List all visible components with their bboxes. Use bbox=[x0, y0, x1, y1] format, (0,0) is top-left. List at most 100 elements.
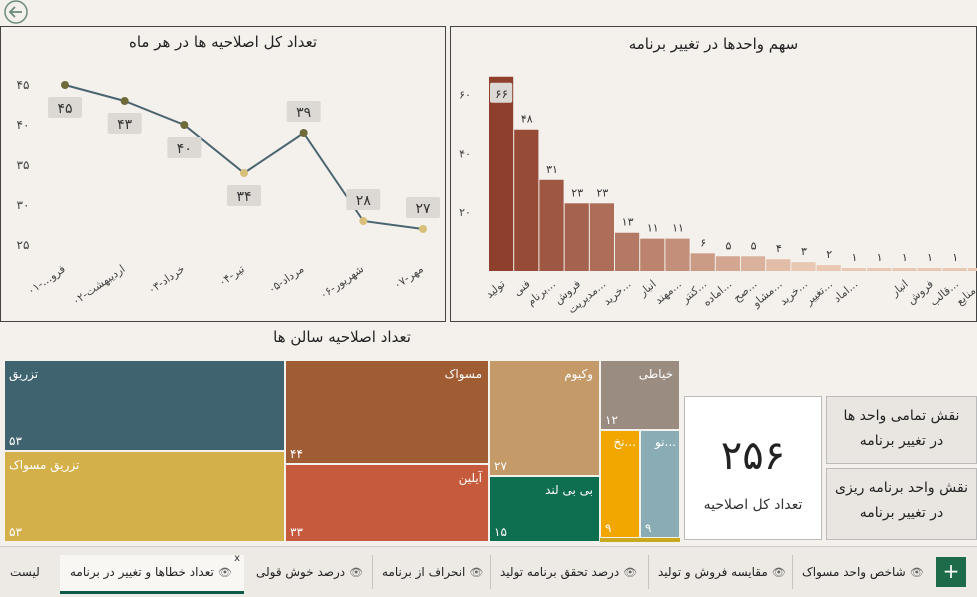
x-tick-label: خرید... bbox=[777, 277, 810, 308]
close-tab-icon[interactable]: x bbox=[234, 553, 240, 564]
treemap-tile[interactable]: تزریق مسواک ۵۳ bbox=[4, 451, 285, 542]
data-label: ۶ bbox=[700, 236, 706, 249]
tab-punctuality[interactable]: 👁درصد خوش قولی bbox=[256, 559, 363, 585]
data-label: ۲۳ bbox=[571, 186, 583, 199]
data-point bbox=[180, 121, 189, 129]
data-label-bg bbox=[406, 197, 440, 218]
tab-production-plan-realization[interactable]: 👁درصد تحقق برنامه تولید bbox=[500, 559, 637, 585]
data-label: ۴۵ bbox=[57, 101, 72, 117]
data-label-bg bbox=[167, 137, 202, 158]
tab-label: درصد خوش قولی bbox=[256, 565, 346, 579]
data-point bbox=[299, 129, 308, 137]
planning-unit-role-line2: در تغییر برنامه bbox=[859, 505, 944, 521]
data-label: ۶۶ bbox=[495, 87, 508, 101]
tab-toothbrush-index[interactable]: 👁شاخص واحد مسواک bbox=[802, 559, 924, 585]
bar bbox=[640, 238, 665, 271]
planning-unit-role-button[interactable]: نقش واحد برنامه ریزی در تغییر برنامه bbox=[826, 468, 977, 540]
hidden-eye-icon: 👁 bbox=[771, 566, 786, 579]
x-tick-label: تغییر... bbox=[802, 277, 835, 308]
bar bbox=[791, 262, 816, 271]
data-point bbox=[419, 225, 427, 233]
treemap-tile-value: ۵۳ bbox=[9, 525, 22, 539]
data-label-bg bbox=[490, 82, 513, 103]
tab-errors-plan-changes[interactable]: 👁تعداد خطاها و تغییر در برنامه x bbox=[60, 553, 244, 594]
tab-label: لیست bbox=[10, 565, 40, 579]
bar bbox=[665, 238, 690, 271]
data-label-bg bbox=[107, 113, 142, 134]
bar bbox=[514, 129, 539, 271]
y-tick-label: ۴۰ bbox=[459, 147, 471, 160]
data-label: ۱۱ bbox=[672, 222, 684, 235]
data-point bbox=[61, 81, 69, 89]
bar-chart-panel: سهم واحدها در تغییر برنامه ۲۰ ۴۰ ۶۰ ۶۶ تولید… bbox=[450, 26, 977, 322]
x-tick-label: مهر-۰۷ bbox=[391, 262, 425, 292]
y-tick-label: ۴۵ bbox=[17, 78, 30, 92]
treemap-tile[interactable]: نو... ۹ bbox=[640, 430, 680, 538]
y-tick-label: ۳۰ bbox=[17, 198, 30, 212]
page-tab-bar: + 👁شاخص واحد مسواک 👁مقایسه فروش و تولید … bbox=[0, 546, 977, 597]
x-tick-label: فرو...-۰۱ bbox=[25, 262, 68, 297]
back-button[interactable] bbox=[2, 0, 30, 26]
line-chart-title: تعداد کل اصلاحیه ها در هر ماه bbox=[129, 33, 317, 51]
treemap-small-strip bbox=[600, 538, 680, 542]
data-label-bg bbox=[48, 97, 82, 118]
data-label: ۲۸ bbox=[356, 193, 372, 209]
x-tick-label: قالب... bbox=[927, 277, 961, 308]
hidden-eye-icon: 👁 bbox=[909, 566, 924, 579]
bar bbox=[766, 259, 791, 271]
tab-label: شاخص واحد مسواک bbox=[802, 565, 906, 579]
treemap-tile[interactable]: تزریق ۵۳ bbox=[4, 360, 285, 451]
x-tick-label: اماد... bbox=[831, 277, 861, 305]
treemap-tile-label: خیاطی bbox=[638, 367, 673, 381]
treemap-tile-value: ۹ bbox=[605, 521, 612, 535]
all-units-role-line1: نقش تمامی واحد ها bbox=[843, 408, 960, 424]
data-label: ۵ bbox=[751, 239, 757, 252]
x-tick-label: مهند... bbox=[652, 277, 684, 307]
data-label-bg bbox=[286, 101, 321, 122]
treemap: تزریق ۵۳ تزریق مسواک ۵۳ مسواک ۴۴ آیلین ۳۳ وکیوم ۲… bbox=[4, 360, 680, 542]
tab-label: تعداد خطاها و تغییر در برنامه bbox=[70, 565, 214, 579]
bar bbox=[917, 268, 942, 271]
data-label: ۱۳ bbox=[622, 216, 634, 229]
treemap-tile[interactable]: خیاطی ۱۲ bbox=[600, 360, 680, 430]
line-chart-panel: تعداد کل اصلاحیه ها در هر ماه ۲۵ ۳۰ ۳۵ ۴۰ ۴۵… bbox=[0, 26, 446, 322]
data-point bbox=[359, 217, 368, 225]
treemap-tile[interactable]: آیلین ۳۳ bbox=[285, 464, 489, 542]
treemap-title: تعداد اصلاحیه سالن ها bbox=[273, 328, 411, 346]
data-label: ۴۰ bbox=[177, 141, 192, 157]
planning-unit-role-line1: نقش واحد برنامه ریزی bbox=[835, 480, 968, 496]
x-tick-label: مرداد-۰۵ bbox=[266, 262, 307, 296]
tab-list[interactable]: لیست bbox=[10, 559, 40, 585]
y-tick-label: ۶۰ bbox=[459, 88, 471, 101]
all-units-role-button[interactable]: نقش تمامی واحد ها در تغییر برنامه bbox=[826, 396, 977, 464]
bar-chart-title: سهم واحدها در تغییر برنامه bbox=[628, 35, 799, 53]
treemap-tile-value: ۵۳ bbox=[9, 434, 22, 448]
tab-sales-production[interactable]: 👁مقایسه فروش و تولید bbox=[658, 559, 786, 585]
data-label: ۳۴ bbox=[236, 189, 251, 205]
treemap-tile-label: نخ... bbox=[613, 435, 636, 449]
bar bbox=[867, 268, 892, 271]
treemap-tile[interactable]: وکیوم ۲۷ bbox=[489, 360, 600, 476]
add-page-button[interactable]: + bbox=[936, 557, 966, 587]
bar bbox=[715, 256, 740, 271]
kpi-value: ۲۵۶ bbox=[720, 433, 786, 479]
treemap-tile-value: ۹ bbox=[645, 521, 652, 535]
data-label-bg bbox=[346, 189, 381, 210]
data-label: ۱ bbox=[927, 251, 933, 264]
treemap-tile[interactable]: مسواک ۴۴ bbox=[285, 360, 489, 464]
treemap-tile[interactable]: نخ... ۹ bbox=[600, 430, 640, 538]
data-label: ۳۱ bbox=[546, 163, 558, 176]
bar bbox=[690, 253, 715, 271]
treemap-tile-label: تزریق bbox=[9, 367, 39, 381]
data-label-bg bbox=[227, 185, 261, 206]
tab-plan-deviation[interactable]: 👁انحراف از برنامه bbox=[382, 559, 483, 585]
x-tick-label: شهریور-۰۶ bbox=[318, 262, 367, 301]
bar bbox=[841, 268, 866, 271]
tab-label: انحراف از برنامه bbox=[382, 565, 466, 579]
bar bbox=[539, 179, 564, 271]
x-tick-label: اردیبهشت-۰۲ bbox=[70, 262, 128, 308]
kpi-label: تعداد کل اصلاحیه bbox=[703, 497, 803, 513]
hidden-eye-icon: 👁 bbox=[623, 566, 638, 579]
y-tick-label: ۲۰ bbox=[459, 206, 471, 219]
treemap-tile[interactable]: بی بی لند ۱۵ bbox=[489, 476, 600, 542]
